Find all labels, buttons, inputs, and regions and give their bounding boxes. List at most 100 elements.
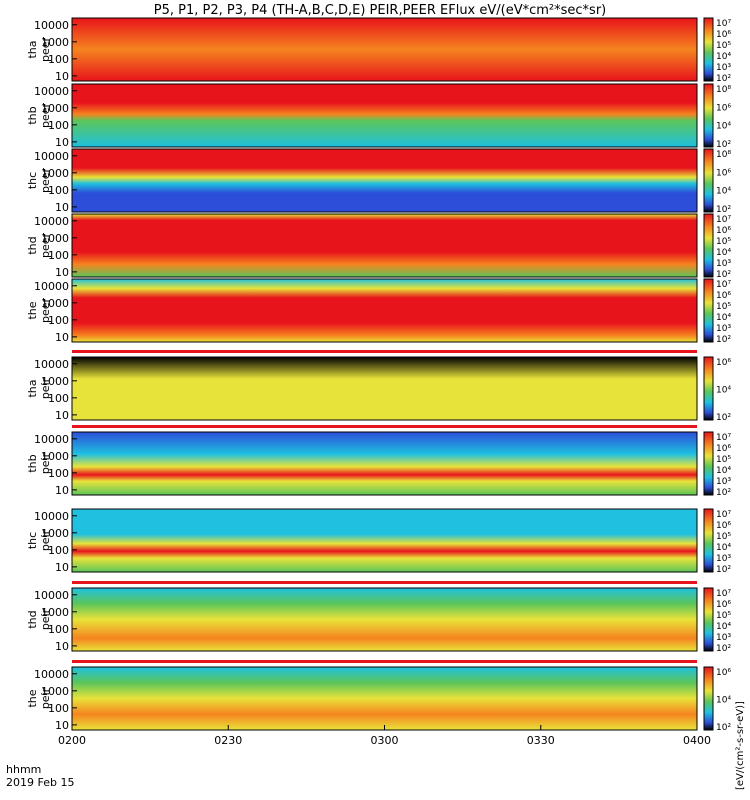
colorbar-thb-peir [703,431,714,496]
colorbar-tick-label: 10² [716,270,731,280]
colorbar-thb-peer [703,83,714,148]
panel-frame [71,356,698,421]
y-axis-label: thbpeir [26,452,52,474]
colorbar-tick-label: 10³ [716,63,731,73]
y-axis-label: thbpeer [26,103,52,129]
panel-frame [71,17,698,82]
colorbar-tick-label: 10⁵ [716,237,731,247]
colorbar-tick-label: 10³ [716,324,731,334]
panel-frame [71,431,698,496]
colorbar-tick-label: 10² [716,413,731,423]
colorbar-the-peer [703,278,714,343]
colorbar-tick-label: 10⁸ [716,85,731,95]
y-tick-label: 1000 [41,167,69,180]
y-tick-label: 10 [55,266,69,279]
colorbar-tick-label: 10⁴ [716,122,731,132]
colorbar-tha-peir [703,356,714,421]
y-tick-label: 10000 [34,668,69,681]
panel-frame [71,148,698,213]
y-axis-label: thapeer [26,37,52,63]
colorbar-tick-label: 10³ [716,477,731,487]
y-tick-label: 100 [48,702,69,715]
colorbar-tick-label: 10⁶ [716,226,731,236]
y-tick-label: 1000 [41,606,69,619]
panel-tha-peir: 10 100 1000 10000 thapeir 10⁶ 10⁴ 10² [26,350,731,423]
colorbar-tick-label: 10⁴ [716,543,731,553]
y-tick-label: 1000 [41,450,69,463]
colorbar-tick-label: 10⁵ [716,455,731,465]
y-tick-label: 100 [48,184,69,197]
y-tick-label: 100 [48,544,69,557]
colorbar-tick-label: 10⁴ [716,52,731,62]
colorbar-tick-label: 10⁶ [716,291,731,301]
colorbar-tick-label: 10⁴ [716,248,731,258]
heatmap-tha-peer [72,18,697,81]
colorbar-tick-label: 10⁶ [716,168,731,178]
colorbar-tick-label: 10⁴ [716,622,731,632]
heatmap-tha-peir [72,357,697,420]
y-tick-label: 10 [55,484,69,497]
y-tick-label: 10000 [34,85,69,98]
y-tick-label: 10000 [34,589,69,602]
y-tick-label: 1000 [41,375,69,388]
y-tick-label: 10 [55,201,69,214]
x-tick-label: 0400 [683,734,711,747]
y-tick-label: 10 [55,331,69,344]
colorbar-tick-label: 10⁴ [716,187,731,197]
heatmap-thd-peir [72,588,697,651]
colorbar-tick-label: 10⁷ [716,589,731,599]
colorbar-tick-label: 10⁸ [716,150,731,160]
panel-frame [71,587,698,652]
panel-thb-peer: 10 100 1000 10000 thbpeer 10⁸ 10⁶ 10⁴ 10² [26,83,731,150]
panel-frame [71,278,698,343]
colorbar-the-peir [703,666,714,731]
y-tick-label: 100 [48,623,69,636]
y-tick-label: 10 [55,136,69,149]
colorbar-tick-label: 10⁵ [716,532,731,542]
colorbar-tick-label: 10⁴ [716,313,731,323]
y-axis-label: thcpeir [26,529,52,551]
y-axis-label: thcpeer [26,168,52,194]
y-tick-label: 100 [48,314,69,327]
chart-title: P5, P1, P2, P3, P4 (TH-A,B,C,D,E) PEIR,P… [154,3,607,18]
x-tick-label: 0330 [527,734,555,747]
y-tick-label: 1000 [41,297,69,310]
colorbar-tick-label: 10⁷ [716,433,731,443]
y-axis-label: thdpeir [26,608,52,630]
colorbar-tick-label: 10² [716,644,731,654]
y-axis-label: thapeir [26,377,52,399]
heatmap-thd-peer [72,214,697,277]
y-axis-label: thepeer [26,298,52,324]
panels-group: 10100100010000thapeer10⁷10⁶10⁵10⁴10³10²1… [26,17,731,733]
colorbar-tick-label: 10⁶ [716,521,731,531]
colorbar-tick-label: 10⁷ [716,280,731,290]
y-tick-label: 100 [48,53,69,66]
colorbar-thc-peer [703,148,714,213]
heatmap-thb-peir [72,432,697,495]
heatmap-thc-peir [72,509,697,572]
y-tick-label: 10000 [34,150,69,163]
y-tick-label: 1000 [41,232,69,245]
colorbar-tick-label: 10⁴ [716,386,731,396]
colorbar-tha-peer [703,17,714,82]
colorbar-tick-label: 10⁷ [716,215,731,225]
separator-strip [72,660,697,663]
colorbar-tick-label: 10² [716,335,731,345]
y-tick-label: 10000 [34,215,69,228]
panel-thc-peer: 10 100 1000 10000 thcpeer 10⁸ 10⁶ 10⁴ 10² [26,148,731,215]
y-tick-label: 100 [48,249,69,262]
y-axis-label: thepeir [26,687,52,709]
x-tick-label: 0300 [371,734,399,747]
colorbar-thd-peer [703,213,714,278]
separator-strip [72,581,697,584]
panel-frame [71,83,698,148]
y-tick-label: 100 [48,467,69,480]
colorbar-tick-label: 10⁶ [716,103,731,113]
y-tick-label: 1000 [41,36,69,49]
y-tick-label: 100 [48,119,69,132]
